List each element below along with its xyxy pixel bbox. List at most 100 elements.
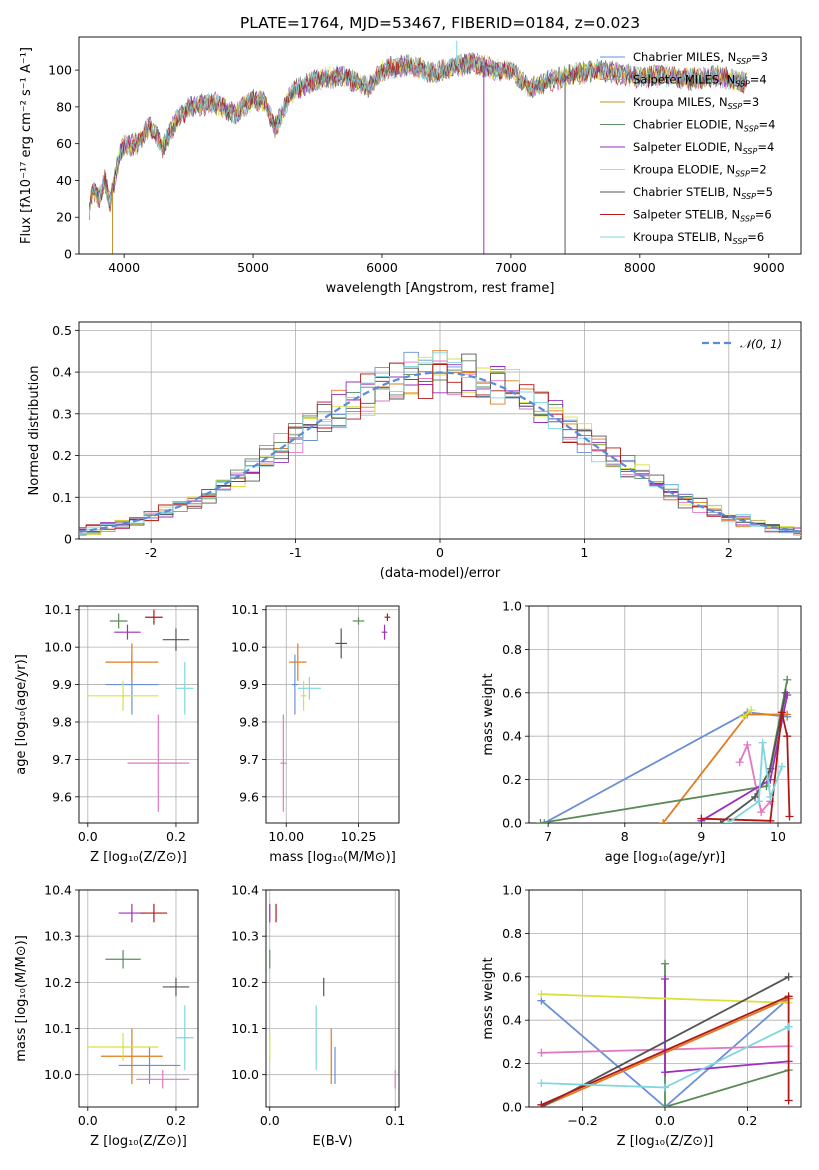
errorbar-point — [118, 1046, 181, 1084]
weight-marker — [661, 1083, 669, 1092]
weight-marker — [661, 1068, 669, 1077]
panel-1-ytick-label: 0.1 — [52, 490, 72, 505]
panel-5-xtick-label: 0.2 — [166, 1113, 186, 1128]
weight-marker — [716, 819, 725, 823]
panel-5-frame — [78, 889, 199, 1108]
errorbar-point — [105, 950, 141, 969]
panel-7-ytick-label: 0.4 — [502, 1013, 522, 1028]
panel-7-ytick-label: 0.6 — [502, 969, 522, 984]
errorbar-point — [335, 628, 347, 659]
panel-1-xtick-label: 2 — [725, 545, 733, 560]
weight-marker — [661, 1103, 669, 1107]
weight-marker — [783, 732, 792, 741]
errorbar-point — [105, 643, 159, 681]
panel-2-ytick-label: 9.6 — [52, 789, 72, 804]
errorbar-point — [175, 662, 194, 715]
panel-6-ytick-label: 10.0 — [231, 1067, 259, 1082]
errorbar-point — [114, 624, 141, 640]
errorbar-point — [289, 643, 307, 681]
legend-label: Salpeter MILES, NSSP=4 — [633, 73, 767, 89]
weight-marker — [777, 762, 786, 771]
weight-series — [541, 993, 789, 1004]
panel-6-ytick-label: 10.4 — [231, 883, 259, 898]
panel-4-ylabel: mass weight — [481, 673, 496, 755]
panel-6-axes: 0.0 0.1 10.0 10.1 10.2 10.3 10.4 E(B-V) — [231, 883, 405, 1150]
weight-marker — [758, 738, 767, 747]
panel-3-ytick-label: 10.1 — [231, 602, 259, 617]
panel-3-xtick-label: 10.00 — [268, 829, 304, 844]
panel-4-xtick-label: 9 — [697, 829, 705, 844]
legend-label: Salpeter ELODIE, NSSP=4 — [633, 140, 774, 156]
panel-5-ytick-label: 10.2 — [44, 975, 72, 990]
errorbar-point — [175, 1005, 194, 1071]
spectrum-lines — [89, 40, 748, 254]
panel-7-ytick-label: 1.0 — [502, 883, 522, 898]
weight-marker — [536, 819, 545, 823]
panel-3-ytick-label: 9.9 — [239, 677, 259, 692]
weight-marker — [659, 819, 668, 823]
panel-5-errorbars — [87, 903, 194, 1089]
panel-0-xtick-label: 4000 — [108, 260, 140, 275]
legend-label: 𝒩(0, 1) — [740, 337, 782, 351]
panel-6-xtick-label: 0.0 — [260, 1113, 280, 1128]
panel-4-xtick-label: 7 — [544, 829, 552, 844]
panel-1-ytick-label: 0.5 — [52, 323, 72, 338]
panel-1-xtick-label: -1 — [289, 545, 301, 560]
weight-marker — [537, 1100, 546, 1107]
panel-5-ytick-label: 10.4 — [44, 883, 72, 898]
spectrum-legend: Chabrier MILES, NSSP=3 Salpeter MILES, NS… — [600, 50, 775, 246]
panel-6-ytick-label: 10.2 — [231, 975, 259, 990]
panel-7-xlabel: Z [log₁₀(Z/Z⊙)] — [617, 1134, 714, 1149]
panel-5-xtick-label: 0.0 — [78, 1113, 98, 1128]
panel-7-xtick-label: −0.2 — [567, 1113, 597, 1128]
legend-label: Kroupa ELODIE, NSSP=2 — [633, 163, 767, 179]
histogram-series — [79, 362, 801, 535]
weight-marker — [739, 712, 748, 721]
weight-marker — [766, 792, 775, 801]
panel-1-xtick-label: 1 — [580, 545, 588, 560]
weight-marker — [785, 812, 794, 821]
weight-marker — [777, 708, 786, 717]
panel-2-frame — [78, 605, 199, 824]
weight-marker — [661, 959, 669, 968]
panel-0-xtick-label: 6000 — [366, 260, 398, 275]
legend-label: Chabrier ELODIE, NSSP=4 — [633, 118, 775, 134]
panel-4-ytick-label: 0.6 — [502, 685, 522, 700]
panel-2-xtick-label: 0.0 — [78, 829, 98, 844]
panel-0-ytick-label: 0 — [64, 247, 72, 262]
weight-marker — [537, 1079, 546, 1088]
panel-0-ytick-label: 100 — [48, 63, 72, 78]
panel-2-ytick-label: 10.1 — [44, 602, 72, 617]
panel-4-lines — [536, 675, 794, 823]
panel-6-xlabel: E(B-V) — [312, 1134, 352, 1149]
histogram-series — [79, 364, 801, 533]
panel-3-ytick-label: 9.6 — [239, 789, 259, 804]
panel-1-ytick-label: 0.2 — [52, 448, 72, 463]
errorbar-point — [140, 903, 168, 923]
panel-2-ylabel: age [log₁₀(age/yr)] — [14, 654, 29, 775]
panel-7-ytick-label: 0.0 — [502, 1100, 522, 1115]
panel-1-xtick-label: 0 — [436, 545, 444, 560]
weight-marker — [537, 1048, 546, 1057]
panel-2-axes: 0.0 0.2 9.6 9.7 9.8 9.9 10.0 10.1 Z [log₁₀(Z/Z⊙)… — [14, 602, 199, 865]
panel-7-ylabel: mass weight — [481, 957, 496, 1039]
panel-0-ytick-label: 40 — [56, 173, 72, 188]
weight-marker — [751, 792, 760, 801]
panel-6-errorbars — [269, 903, 396, 1089]
errorbar-point — [384, 613, 391, 621]
weight-marker — [783, 690, 792, 699]
errorbar-point — [162, 977, 190, 997]
weight-series — [719, 692, 787, 823]
panel-0-xlabel: wavelength [Angstrom, rest frame] — [326, 281, 555, 296]
panel-3-axes: 10.00 10.25 9.6 9.7 9.8 9.9 10.0 10.1 mass [log₁… — [231, 602, 400, 865]
panel-4-ytick-label: 0.0 — [502, 816, 522, 831]
weight-marker — [754, 797, 763, 806]
panel-4-ytick-label: 0.4 — [502, 729, 522, 744]
panel-5-axes: 0.0 0.2 10.0 10.1 10.2 10.3 10.4 Z [log₁₀(Z/Z⊙)… — [14, 883, 199, 1149]
panel-5-xlabel: Z [log₁₀(Z/Z⊙)] — [90, 1134, 187, 1149]
weight-marker — [783, 710, 792, 719]
panel-5-ytick-label: 10.0 — [44, 1067, 72, 1082]
panel-7-lines — [537, 959, 793, 1107]
panel-3-errorbars — [280, 613, 391, 812]
